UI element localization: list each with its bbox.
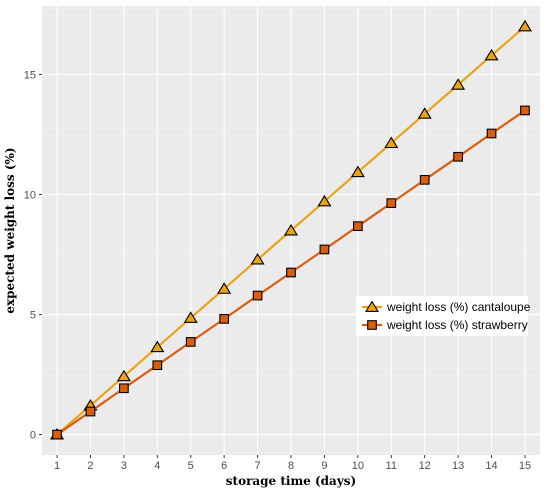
data-point xyxy=(453,151,463,162)
x-tick-label: 14 xyxy=(485,460,497,472)
data-point xyxy=(386,198,397,208)
data-point xyxy=(152,360,163,371)
legend-key-marker xyxy=(364,300,380,312)
x-tick-label: 7 xyxy=(255,460,261,472)
legend-background xyxy=(356,296,528,336)
legend-label: weight loss (%) strawberry xyxy=(386,318,528,332)
data-point xyxy=(486,128,497,139)
data-point xyxy=(484,48,499,61)
series-layer xyxy=(50,19,532,440)
y-axis-ticks: 0 5 10 15 xyxy=(24,69,42,442)
data-point xyxy=(317,194,332,207)
x-tick-label: 10 xyxy=(352,460,364,472)
data-point xyxy=(451,78,466,90)
y-tick-label: 0 xyxy=(30,430,36,442)
data-point xyxy=(419,174,430,185)
x-tick-label: 13 xyxy=(452,460,464,472)
data-point xyxy=(319,244,330,255)
y-axis-title: expected weight loss (%) xyxy=(3,147,17,313)
x-tick-label: 5 xyxy=(188,460,194,472)
data-point xyxy=(217,282,232,294)
data-point xyxy=(150,340,165,353)
data-point xyxy=(417,107,432,119)
x-tick-label: 1 xyxy=(54,460,60,472)
data-point xyxy=(252,290,263,301)
legend-label: weight loss (%) cantaloupe xyxy=(386,300,531,314)
x-tick-label: 6 xyxy=(221,460,227,472)
data-point xyxy=(219,314,230,324)
data-point xyxy=(384,136,399,149)
data-point xyxy=(520,105,530,116)
legend-key-marker xyxy=(367,320,377,330)
legend: weight loss (%) cantaloupe weight loss (%… xyxy=(356,296,531,336)
x-tick-label: 9 xyxy=(321,460,327,472)
y-tick-label: 15 xyxy=(24,69,36,81)
x-axis-ticks: 1 2 3 4 5 6 7 8 9 10 11 12 13 14 15 xyxy=(54,455,531,472)
x-tick-label: 4 xyxy=(154,460,160,472)
data-point xyxy=(352,221,363,232)
y-tick-label: 10 xyxy=(24,189,36,201)
data-point xyxy=(350,165,365,178)
data-point xyxy=(283,223,299,236)
data-point xyxy=(185,337,196,347)
x-axis-title: storage time (days) xyxy=(226,474,356,488)
data-point xyxy=(250,252,265,265)
x-tick-label: 2 xyxy=(87,460,93,472)
data-point xyxy=(52,429,62,440)
data-point xyxy=(85,406,96,417)
x-tick-label: 3 xyxy=(121,460,127,472)
data-point xyxy=(116,369,131,382)
x-tick-label: 15 xyxy=(519,460,531,472)
x-tick-label: 11 xyxy=(386,460,397,472)
series-square xyxy=(52,105,530,440)
data-point xyxy=(286,267,296,278)
x-tick-label: 8 xyxy=(288,460,294,472)
y-tick-label: 5 xyxy=(30,310,36,322)
data-point xyxy=(119,383,129,394)
data-point xyxy=(183,311,198,323)
data-point xyxy=(517,19,532,32)
x-tick-label: 12 xyxy=(419,460,431,472)
